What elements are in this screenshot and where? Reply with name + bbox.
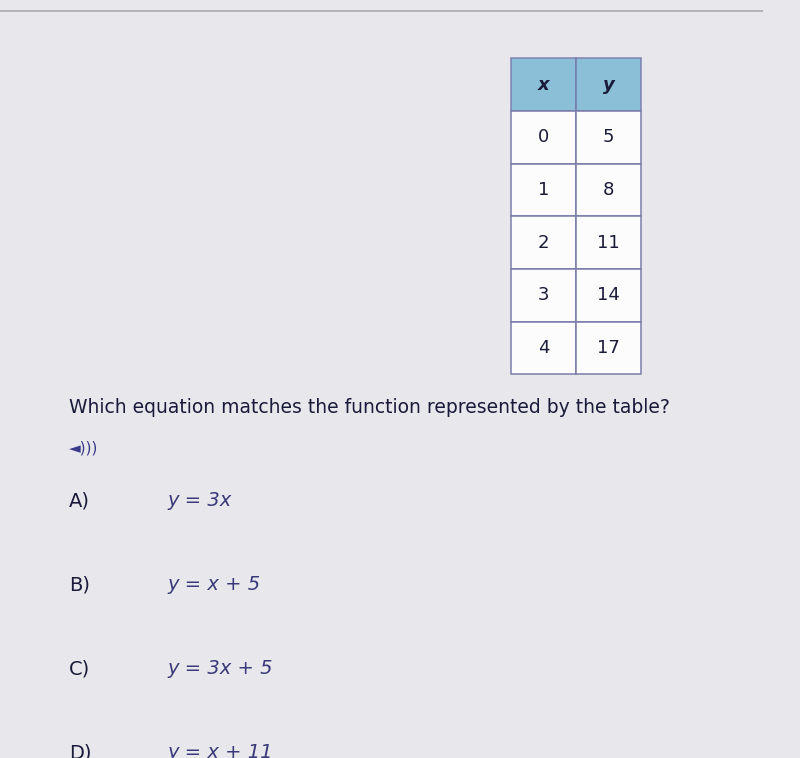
Text: y: y [603, 76, 614, 94]
FancyBboxPatch shape [511, 58, 576, 111]
Text: 2: 2 [538, 233, 550, 252]
Text: B): B) [69, 575, 90, 594]
FancyBboxPatch shape [576, 216, 641, 269]
Text: 14: 14 [598, 287, 620, 304]
Text: Which equation matches the function represented by the table?: Which equation matches the function repr… [69, 399, 670, 418]
Text: A): A) [69, 491, 90, 510]
Text: 4: 4 [538, 339, 550, 357]
Text: 8: 8 [603, 181, 614, 199]
Text: y = 3x: y = 3x [168, 491, 232, 510]
FancyBboxPatch shape [511, 111, 576, 164]
Text: y = 3x + 5: y = 3x + 5 [168, 659, 274, 678]
FancyBboxPatch shape [576, 58, 641, 111]
FancyBboxPatch shape [576, 321, 641, 374]
Text: 3: 3 [538, 287, 550, 304]
Text: 17: 17 [598, 339, 620, 357]
FancyBboxPatch shape [511, 321, 576, 374]
Text: ◄))): ◄))) [69, 441, 98, 456]
Text: 11: 11 [598, 233, 620, 252]
Text: 1: 1 [538, 181, 550, 199]
FancyBboxPatch shape [576, 269, 641, 321]
FancyBboxPatch shape [511, 216, 576, 269]
FancyBboxPatch shape [576, 111, 641, 164]
FancyBboxPatch shape [511, 269, 576, 321]
Text: x: x [538, 76, 550, 94]
Text: y = x + 11: y = x + 11 [168, 744, 274, 758]
FancyBboxPatch shape [511, 164, 576, 216]
Text: 0: 0 [538, 128, 550, 146]
Text: y = x + 5: y = x + 5 [168, 575, 261, 594]
FancyBboxPatch shape [576, 164, 641, 216]
Text: C): C) [69, 659, 90, 678]
Text: 5: 5 [603, 128, 614, 146]
Text: D): D) [69, 744, 91, 758]
